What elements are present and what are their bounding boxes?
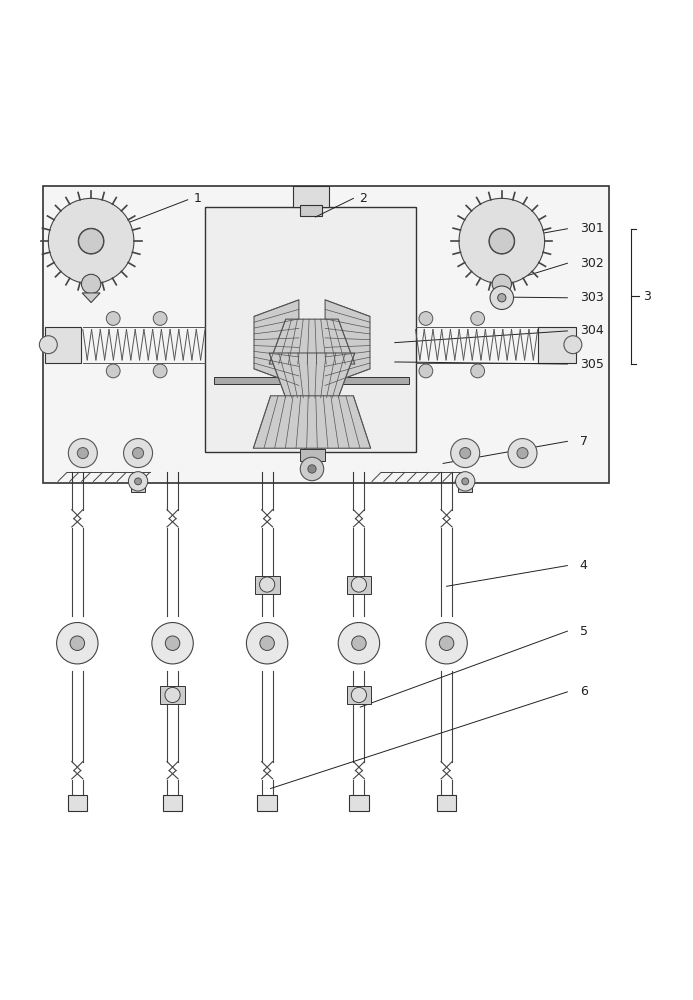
Bar bbox=[160, 686, 185, 704]
Circle shape bbox=[419, 364, 432, 378]
Bar bbox=[304, 417, 321, 450]
Circle shape bbox=[471, 364, 484, 378]
Circle shape bbox=[564, 336, 582, 354]
Circle shape bbox=[498, 294, 506, 302]
Circle shape bbox=[247, 623, 288, 664]
Circle shape bbox=[455, 472, 475, 491]
Circle shape bbox=[426, 623, 467, 664]
Circle shape bbox=[492, 274, 511, 294]
Circle shape bbox=[165, 687, 180, 703]
Text: 3: 3 bbox=[643, 290, 651, 303]
Text: 1: 1 bbox=[193, 192, 201, 205]
Circle shape bbox=[471, 312, 484, 325]
Circle shape bbox=[462, 478, 468, 485]
Text: 304: 304 bbox=[580, 324, 604, 337]
Circle shape bbox=[351, 687, 367, 703]
Circle shape bbox=[78, 228, 104, 254]
Polygon shape bbox=[269, 319, 355, 364]
Circle shape bbox=[489, 228, 515, 254]
Circle shape bbox=[508, 439, 537, 468]
Polygon shape bbox=[254, 300, 299, 385]
Circle shape bbox=[439, 636, 454, 650]
Circle shape bbox=[419, 312, 432, 325]
Circle shape bbox=[134, 478, 141, 485]
Bar bbox=[538, 327, 577, 363]
Circle shape bbox=[260, 577, 274, 592]
Bar bbox=[299, 449, 325, 461]
Circle shape bbox=[49, 198, 134, 284]
Bar bbox=[349, 795, 369, 811]
Circle shape bbox=[450, 439, 480, 468]
Bar bbox=[45, 327, 82, 363]
Circle shape bbox=[69, 439, 97, 468]
Bar bbox=[258, 795, 277, 811]
Text: 2: 2 bbox=[359, 192, 367, 205]
Circle shape bbox=[132, 448, 143, 459]
Circle shape bbox=[260, 636, 274, 650]
Circle shape bbox=[123, 439, 152, 468]
Circle shape bbox=[106, 312, 120, 325]
Circle shape bbox=[308, 465, 316, 473]
Circle shape bbox=[459, 198, 545, 284]
Circle shape bbox=[338, 623, 380, 664]
Circle shape bbox=[82, 274, 100, 294]
Circle shape bbox=[459, 448, 471, 459]
Circle shape bbox=[70, 636, 85, 650]
Circle shape bbox=[153, 312, 167, 325]
Bar bbox=[299, 205, 322, 216]
Circle shape bbox=[490, 286, 514, 309]
Circle shape bbox=[40, 336, 58, 354]
Polygon shape bbox=[254, 396, 371, 448]
Text: 305: 305 bbox=[580, 358, 604, 371]
Text: 303: 303 bbox=[580, 291, 604, 304]
Text: 4: 4 bbox=[580, 559, 588, 572]
Bar bbox=[131, 483, 145, 492]
Polygon shape bbox=[82, 293, 100, 303]
Bar bbox=[43, 186, 608, 483]
Circle shape bbox=[128, 472, 148, 491]
Circle shape bbox=[106, 364, 120, 378]
Circle shape bbox=[79, 229, 103, 254]
Circle shape bbox=[153, 364, 167, 378]
Bar bbox=[346, 576, 371, 594]
Circle shape bbox=[300, 457, 324, 481]
Text: 5: 5 bbox=[580, 625, 588, 638]
Circle shape bbox=[152, 623, 193, 664]
Circle shape bbox=[57, 623, 98, 664]
Bar bbox=[292, 186, 328, 207]
Bar bbox=[458, 483, 472, 492]
Text: 7: 7 bbox=[580, 435, 588, 448]
Bar bbox=[205, 207, 416, 452]
Polygon shape bbox=[269, 353, 355, 398]
Polygon shape bbox=[325, 300, 370, 385]
Circle shape bbox=[78, 448, 88, 459]
Text: 301: 301 bbox=[580, 222, 604, 235]
Bar bbox=[163, 795, 182, 811]
Bar bbox=[68, 795, 87, 811]
Circle shape bbox=[351, 577, 367, 592]
Circle shape bbox=[489, 229, 514, 254]
Circle shape bbox=[517, 448, 528, 459]
Text: 6: 6 bbox=[580, 685, 588, 698]
Circle shape bbox=[351, 636, 366, 650]
Bar bbox=[214, 377, 410, 384]
Bar bbox=[255, 576, 279, 594]
Bar bbox=[346, 686, 371, 704]
Circle shape bbox=[166, 636, 179, 650]
Bar bbox=[437, 795, 456, 811]
Text: 302: 302 bbox=[580, 257, 604, 270]
